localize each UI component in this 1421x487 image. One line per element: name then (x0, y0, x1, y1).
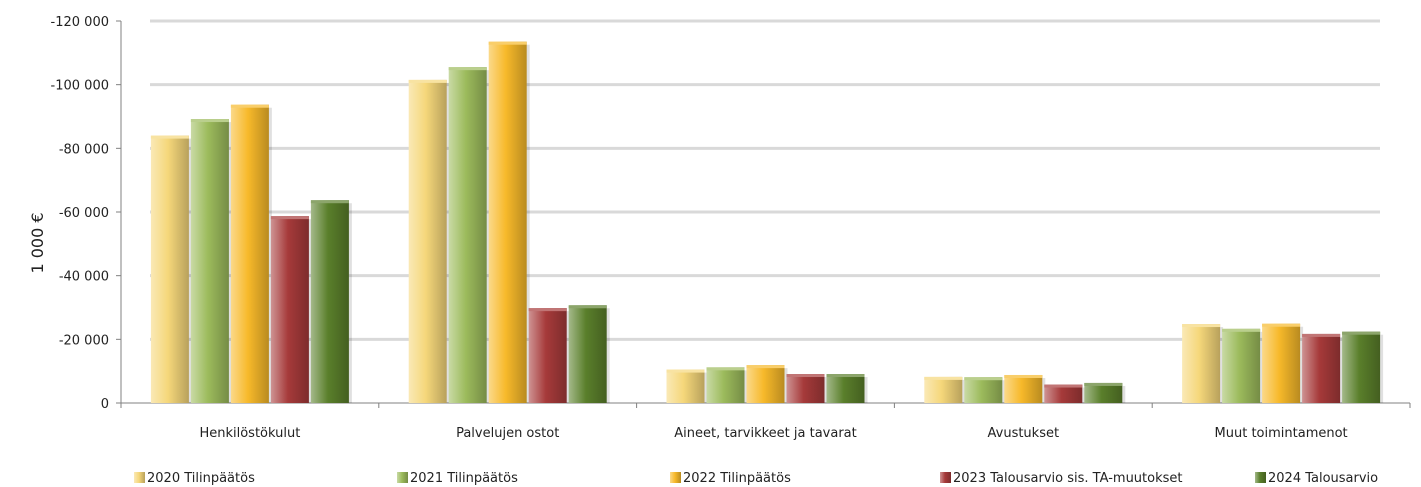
bar (270, 216, 309, 403)
bar-top (190, 119, 229, 123)
bar (150, 135, 189, 403)
bar (190, 119, 229, 404)
grid-lines (150, 19, 1380, 341)
category-label: Henkilöstökulut (199, 426, 300, 441)
legend-swatch (134, 472, 145, 483)
bar-top (1222, 328, 1261, 332)
bar (1044, 384, 1083, 403)
y-tick-labels: 0 -20 000 -40 000 -60 000 -80 000 -100 000 -12… (51, 15, 109, 412)
bar-top (1262, 323, 1301, 327)
bar (746, 365, 785, 403)
legend-label: 2021 Tilinpäätös (410, 471, 518, 486)
category-label: Aineet, tarvikkeet ja tavarat (674, 426, 856, 441)
bar (528, 308, 567, 403)
y-tick-label: -40 000 (59, 270, 109, 285)
y-tick-label: -20 000 (59, 333, 109, 348)
bar-top (528, 308, 567, 312)
legend-label: 2024 Talousarvio (1268, 471, 1378, 486)
bar-top (1004, 374, 1043, 378)
bar (488, 41, 527, 404)
bar (786, 374, 825, 403)
bar-top (1342, 331, 1381, 335)
bar (1222, 328, 1261, 403)
legend-swatch (670, 472, 681, 483)
y-tick-label: -80 000 (59, 142, 109, 157)
legend-swatch (1255, 472, 1266, 483)
bar (568, 305, 607, 403)
bar-top (826, 374, 865, 378)
bar (310, 200, 349, 403)
category-label: Muut toimintamenot (1215, 426, 1348, 441)
bar-top (666, 369, 705, 373)
legend-label: 2023 Talousarvio sis. TA-muutokset (953, 471, 1183, 486)
bar (1262, 323, 1301, 403)
y-tick-label: -120 000 (51, 15, 109, 30)
bars (150, 41, 1384, 404)
bar-top (1182, 324, 1221, 328)
bar-top (310, 200, 349, 204)
legend-swatch (940, 472, 951, 483)
y-tick-label: -100 000 (51, 79, 109, 94)
bar (964, 377, 1003, 403)
category-label: Avustukset (988, 426, 1060, 441)
bar (448, 67, 487, 404)
category-labels: Henkilöstökulut Palvelujen ostot Aineet, t… (199, 426, 1347, 441)
bar-top (568, 305, 607, 309)
bar (1302, 333, 1341, 403)
bar (1004, 374, 1043, 403)
bar-top (448, 67, 487, 71)
legend-swatch (397, 472, 408, 483)
bar (924, 376, 963, 403)
y-axis-label: 1 000 € (28, 212, 47, 273)
bar-top (706, 367, 745, 371)
bar (666, 369, 705, 403)
bar-top (150, 135, 189, 139)
legend-label: 2022 Tilinpäätös (683, 471, 791, 486)
bar-top (1044, 384, 1083, 388)
bar-top (230, 104, 269, 108)
bar-top (270, 216, 309, 220)
bar-top (964, 377, 1003, 381)
legend-label: 2020 Tilinpäätös (147, 471, 255, 486)
bar (1342, 331, 1381, 403)
y-tick-label: 0 (101, 397, 109, 412)
bar-top (488, 41, 527, 45)
bar-top (1084, 382, 1123, 386)
bar-top (1302, 333, 1341, 337)
y-tick-label: -60 000 (59, 206, 109, 221)
bar-top (408, 79, 447, 83)
legend: 2020 Tilinpäätös 2021 Tilinpäätös 2022 Til… (134, 471, 1378, 486)
bar (1182, 324, 1221, 403)
bar (1084, 382, 1123, 403)
category-label: Palvelujen ostot (456, 426, 559, 441)
bar-top (786, 374, 825, 378)
bar (826, 374, 865, 403)
bar-top (924, 376, 963, 380)
bar (706, 367, 745, 403)
bar (230, 104, 269, 403)
bar (408, 79, 447, 404)
bar-top (746, 365, 785, 369)
